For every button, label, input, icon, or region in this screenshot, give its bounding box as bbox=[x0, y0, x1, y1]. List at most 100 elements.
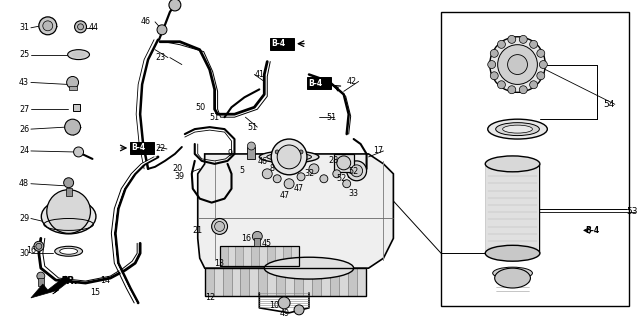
Polygon shape bbox=[236, 246, 243, 266]
Circle shape bbox=[347, 161, 367, 181]
Bar bbox=[38, 278, 44, 286]
Text: 49: 49 bbox=[279, 309, 289, 318]
Text: 52: 52 bbox=[337, 174, 347, 183]
Text: 46: 46 bbox=[140, 17, 150, 26]
Text: B-4: B-4 bbox=[131, 144, 145, 152]
Text: 14: 14 bbox=[100, 276, 111, 285]
Bar bbox=[254, 238, 260, 246]
Ellipse shape bbox=[485, 245, 540, 261]
Polygon shape bbox=[330, 268, 339, 296]
Bar bbox=[334, 154, 354, 172]
Text: 26: 26 bbox=[19, 125, 29, 134]
Polygon shape bbox=[275, 246, 283, 266]
Circle shape bbox=[498, 45, 538, 85]
Circle shape bbox=[271, 139, 307, 175]
Text: 31: 31 bbox=[19, 23, 29, 32]
Circle shape bbox=[537, 49, 545, 57]
Bar bbox=[205, 268, 365, 296]
Text: 28: 28 bbox=[329, 156, 339, 165]
Text: 9: 9 bbox=[228, 149, 233, 159]
Text: B-4: B-4 bbox=[308, 79, 322, 88]
Text: 47: 47 bbox=[279, 191, 289, 200]
Polygon shape bbox=[243, 246, 252, 266]
Circle shape bbox=[74, 147, 84, 157]
Text: FR.: FR. bbox=[61, 276, 79, 286]
Circle shape bbox=[37, 272, 45, 280]
Circle shape bbox=[537, 72, 545, 80]
Circle shape bbox=[488, 61, 495, 69]
Text: 25: 25 bbox=[19, 50, 29, 59]
Circle shape bbox=[252, 231, 262, 241]
Text: 33: 33 bbox=[349, 189, 358, 198]
Circle shape bbox=[297, 173, 305, 181]
Circle shape bbox=[351, 165, 363, 177]
Bar bbox=[68, 86, 77, 90]
Circle shape bbox=[333, 170, 340, 178]
Text: 12: 12 bbox=[205, 293, 215, 302]
Text: 20: 20 bbox=[172, 164, 182, 173]
Text: 48: 48 bbox=[19, 179, 29, 188]
Text: 42: 42 bbox=[347, 77, 357, 86]
Circle shape bbox=[77, 24, 84, 30]
Text: 27: 27 bbox=[19, 105, 29, 114]
Circle shape bbox=[287, 150, 291, 154]
Circle shape bbox=[214, 221, 225, 231]
Text: 17: 17 bbox=[374, 146, 383, 155]
Polygon shape bbox=[232, 268, 241, 296]
Circle shape bbox=[43, 21, 52, 31]
Text: 50: 50 bbox=[196, 103, 206, 112]
Text: 13: 13 bbox=[214, 259, 225, 268]
Text: 44: 44 bbox=[88, 23, 99, 32]
Text: 39: 39 bbox=[175, 172, 185, 181]
Circle shape bbox=[294, 305, 304, 315]
Circle shape bbox=[309, 164, 319, 174]
Circle shape bbox=[530, 81, 538, 89]
Bar bbox=[72, 104, 79, 111]
Text: 15: 15 bbox=[90, 288, 100, 298]
Circle shape bbox=[497, 41, 506, 48]
Polygon shape bbox=[339, 268, 348, 296]
Circle shape bbox=[508, 55, 527, 74]
Ellipse shape bbox=[72, 52, 86, 58]
Text: 32: 32 bbox=[304, 169, 314, 178]
Circle shape bbox=[519, 35, 527, 43]
Circle shape bbox=[490, 72, 498, 80]
Circle shape bbox=[508, 86, 516, 94]
Polygon shape bbox=[268, 268, 276, 296]
Circle shape bbox=[67, 77, 79, 88]
Bar bbox=[486, 164, 540, 253]
Text: 51: 51 bbox=[248, 122, 257, 132]
Text: 47: 47 bbox=[294, 184, 304, 193]
Circle shape bbox=[36, 243, 42, 249]
Ellipse shape bbox=[264, 257, 354, 279]
Ellipse shape bbox=[502, 125, 532, 133]
Circle shape bbox=[519, 86, 527, 94]
Text: 51: 51 bbox=[327, 113, 337, 122]
Circle shape bbox=[47, 190, 90, 234]
Text: 16: 16 bbox=[241, 234, 252, 243]
Circle shape bbox=[497, 81, 506, 89]
Text: 22: 22 bbox=[155, 145, 165, 153]
Ellipse shape bbox=[274, 150, 304, 158]
Text: 51: 51 bbox=[210, 113, 220, 122]
Polygon shape bbox=[268, 246, 275, 266]
Circle shape bbox=[63, 178, 74, 188]
Circle shape bbox=[320, 175, 328, 183]
Circle shape bbox=[278, 297, 290, 309]
Ellipse shape bbox=[495, 268, 531, 288]
Circle shape bbox=[248, 142, 255, 150]
Polygon shape bbox=[303, 268, 312, 296]
Polygon shape bbox=[198, 154, 394, 268]
Text: 52: 52 bbox=[349, 167, 359, 176]
Ellipse shape bbox=[42, 199, 96, 234]
Polygon shape bbox=[205, 268, 214, 296]
Circle shape bbox=[343, 180, 351, 188]
Text: B-4: B-4 bbox=[585, 226, 599, 235]
Ellipse shape bbox=[495, 122, 540, 136]
Text: 23: 23 bbox=[155, 53, 165, 62]
Polygon shape bbox=[283, 246, 291, 266]
Text: 46: 46 bbox=[257, 157, 268, 167]
Text: 45: 45 bbox=[261, 239, 271, 248]
Text: 29: 29 bbox=[19, 214, 29, 223]
Circle shape bbox=[75, 21, 86, 33]
